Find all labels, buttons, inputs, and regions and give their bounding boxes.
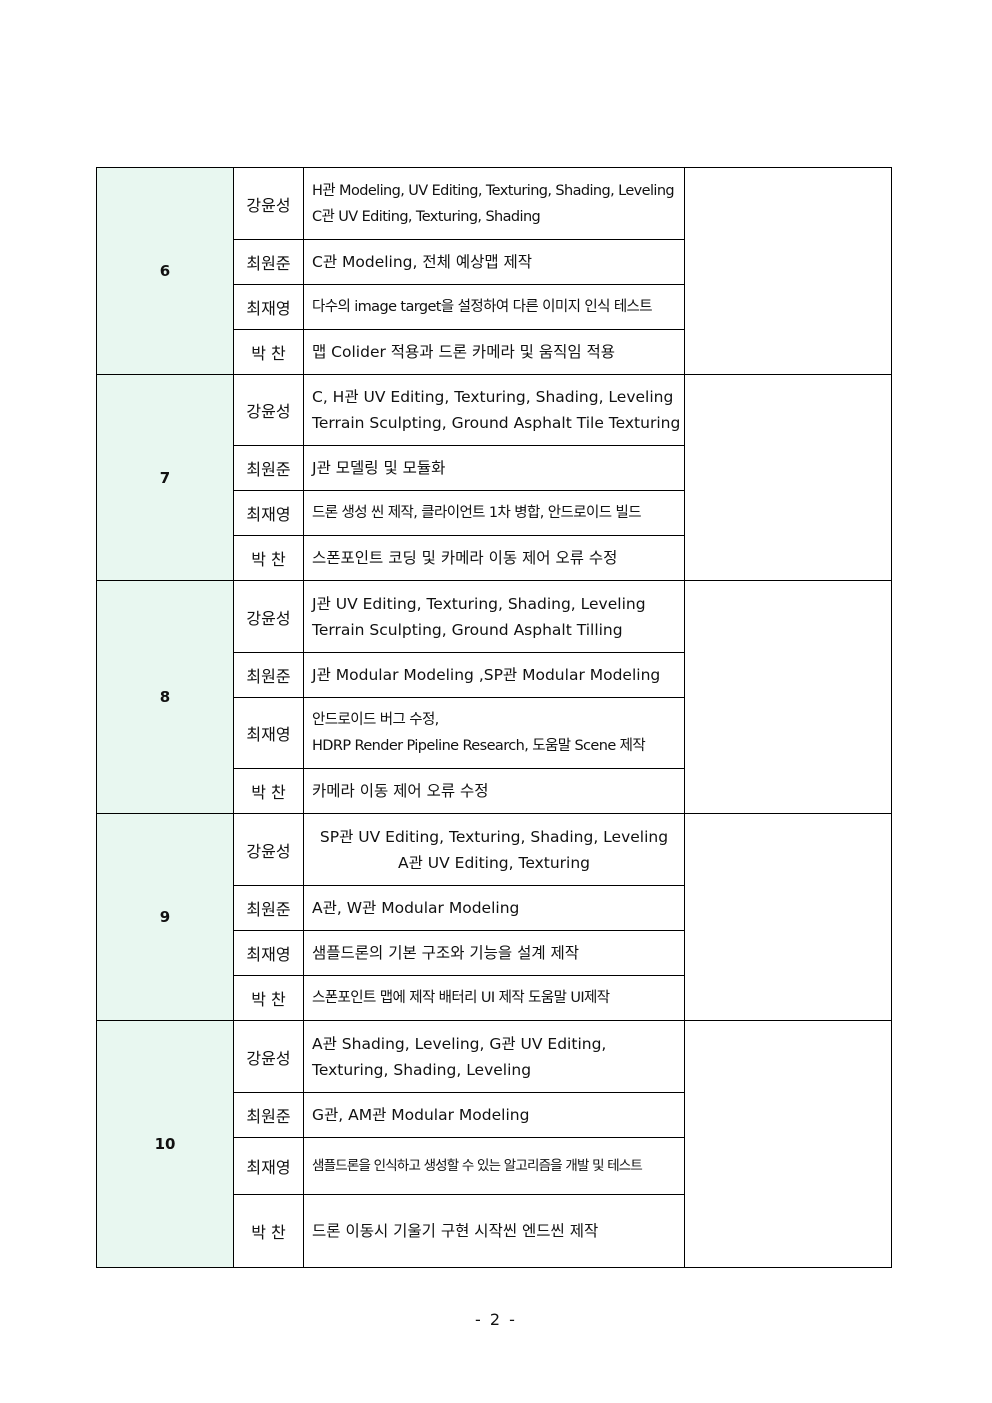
task-line: 다수의 image target을 설정하여 다른 이미지 인식 테스트 — [312, 299, 653, 315]
task-cell: 드론 생성 씬 제작, 클라이언트 1차 병합, 안드로이드 빌드 — [303, 490, 685, 536]
task-line: HDRP Render Pipeline Research, 도움말 Scene… — [312, 738, 646, 754]
week-number: 9 — [96, 813, 234, 1021]
task-line: G관, AM관 Modular Modeling — [312, 1106, 530, 1124]
weekly-work-table: 6 강윤성 H관 Modeling, UV Editing, Texturing… — [96, 167, 892, 1268]
member-name: 최원준 — [233, 1092, 304, 1138]
task-cell: J관 UV Editing, Texturing, Shading, Level… — [303, 580, 685, 653]
task-line: Terrain Sculpting, Ground Asphalt Tillin… — [312, 620, 623, 639]
task-cell: SP관 UV Editing, Texturing, Shading, Leve… — [303, 813, 685, 886]
member-name: 최원준 — [233, 885, 304, 931]
member-name: 박 찬 — [233, 1194, 304, 1268]
member-name: 박 찬 — [233, 535, 304, 581]
member-name: 박 찬 — [233, 329, 304, 375]
member-name: 강윤성 — [233, 580, 304, 653]
member-name: 박 찬 — [233, 768, 304, 814]
week-number: 7 — [96, 374, 234, 581]
member-name: 최원준 — [233, 445, 304, 491]
task-cell: H관 Modeling, UV Editing, Texturing, Shad… — [303, 167, 685, 240]
member-name: 강윤성 — [233, 1020, 304, 1093]
task-cell: 다수의 image target을 설정하여 다른 이미지 인식 테스트 — [303, 284, 685, 330]
member-name: 강윤성 — [233, 167, 304, 240]
task-cell: G관, AM관 Modular Modeling — [303, 1092, 685, 1138]
remark-cell — [684, 813, 892, 1021]
member-name: 박 찬 — [233, 975, 304, 1021]
task-line: C, H관 UV Editing, Texturing, Shading, Le… — [312, 388, 674, 406]
task-line: 맵 Colider 적용과 드론 카메라 및 움직임 적용 — [312, 343, 616, 361]
task-line: J관 UV Editing, Texturing, Shading, Level… — [312, 594, 646, 613]
task-line: J관 모델링 및 모듈화 — [312, 459, 446, 477]
task-line: 안드로이드 버그 수정, — [312, 712, 439, 728]
remark-cell — [684, 1020, 892, 1268]
task-cell: J관 Modular Modeling ,SP관 Modular Modelin… — [303, 652, 685, 698]
task-line: A관 UV Editing, Texturing — [397, 853, 591, 872]
week-number: 8 — [96, 580, 234, 814]
remark-cell — [684, 167, 892, 375]
member-name: 최재영 — [233, 697, 304, 769]
task-cell: 맵 Colider 적용과 드론 카메라 및 움직임 적용 — [303, 329, 685, 375]
week-number: 6 — [96, 167, 234, 375]
task-line: C관 UV Editing, Texturing, Shading — [312, 208, 541, 225]
task-cell: 샘플드론의 기본 구조와 기능을 설계 제작 — [303, 930, 685, 976]
member-name: 최원준 — [233, 239, 304, 285]
task-cell: 드론 이동시 기울기 구현 시작씬 엔드씬 제작 — [303, 1194, 685, 1268]
task-line: 스폰포인트 코딩 및 카메라 이동 제어 오류 수정 — [312, 549, 618, 567]
task-line: SP관 UV Editing, Texturing, Shading, Leve… — [319, 827, 669, 846]
task-cell: A관 Shading, Leveling, G관 UV Editing, Tex… — [303, 1020, 685, 1093]
remark-cell — [684, 580, 892, 814]
task-line: A관 Shading, Leveling, G관 UV Editing, — [312, 1034, 607, 1053]
member-name: 최재영 — [233, 1137, 304, 1195]
task-line: 스폰포인트 맵에 제작 배터리 UI 제작 도움말 UI제작 — [312, 990, 610, 1006]
member-name: 최재영 — [233, 490, 304, 536]
member-name: 최재영 — [233, 930, 304, 976]
task-cell: 샘플드론을 인식하고 생성할 수 있는 알고리즘을 개발 및 테스트 — [303, 1137, 685, 1195]
task-cell: 안드로이드 버그 수정, HDRP Render Pipeline Resear… — [303, 697, 685, 769]
task-cell: 스폰포인트 코딩 및 카메라 이동 제어 오류 수정 — [303, 535, 685, 581]
task-line: 샘플드론을 인식하고 생성할 수 있는 알고리즘을 개발 및 테스트 — [312, 1158, 643, 1174]
remark-cell — [684, 374, 892, 581]
task-line: 드론 이동시 기울기 구현 시작씬 엔드씬 제작 — [312, 1222, 599, 1240]
task-cell: 카메라 이동 제어 오류 수정 — [303, 768, 685, 814]
week-number: 10 — [96, 1020, 234, 1268]
task-line: Texturing, Shading, Leveling — [312, 1060, 532, 1079]
member-name: 최재영 — [233, 284, 304, 330]
task-cell: C, H관 UV Editing, Texturing, Shading, Le… — [303, 374, 685, 446]
member-name: 강윤성 — [233, 813, 304, 886]
task-cell: J관 모델링 및 모듈화 — [303, 445, 685, 491]
member-name: 강윤성 — [233, 374, 304, 446]
task-cell: 스폰포인트 맵에 제작 배터리 UI 제작 도움말 UI제작 — [303, 975, 685, 1021]
page-number: - 2 - — [475, 1310, 517, 1329]
task-line: Terrain Sculpting, Ground Asphalt Tile T… — [312, 414, 681, 432]
task-line: 카메라 이동 제어 오류 수정 — [312, 782, 489, 800]
task-line: H관 Modeling, UV Editing, Texturing, Shad… — [312, 182, 675, 199]
task-cell: C관 Modeling, 전체 예상맵 제작 — [303, 239, 685, 285]
task-line: 드론 생성 씬 제작, 클라이언트 1차 병합, 안드로이드 빌드 — [312, 505, 642, 521]
task-line: A관, W관 Modular Modeling — [312, 899, 520, 917]
task-line: J관 Modular Modeling ,SP관 Modular Modelin… — [312, 666, 661, 684]
task-line: 샘플드론의 기본 구조와 기능을 설계 제작 — [312, 944, 580, 962]
task-cell: A관, W관 Modular Modeling — [303, 885, 685, 931]
task-line: C관 Modeling, 전체 예상맵 제작 — [312, 253, 533, 271]
member-name: 최원준 — [233, 652, 304, 698]
